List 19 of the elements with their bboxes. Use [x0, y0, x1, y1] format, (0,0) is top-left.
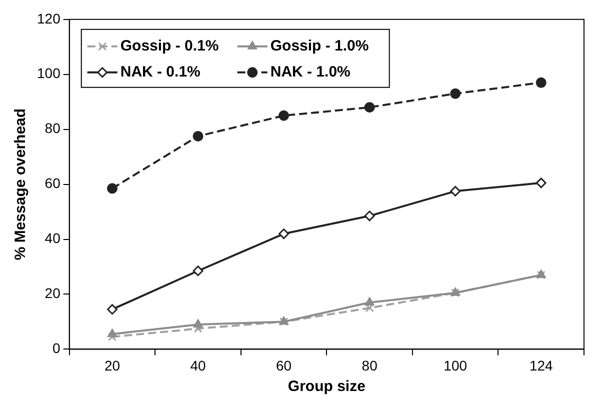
y-tick-label: 60 — [44, 175, 61, 192]
y-tick-label: 100 — [37, 65, 61, 82]
x-tick-label: 80 — [362, 357, 378, 374]
x-tick-label: 60 — [276, 357, 292, 374]
y-tick-label: 120 — [37, 10, 61, 26]
x-tick-label: 40 — [190, 357, 206, 374]
legend-label: Gossip - 1.0% — [270, 38, 369, 55]
x-tick-label: 100 — [444, 357, 468, 374]
x-axis-title: Group size — [288, 378, 366, 396]
y-tick-label: 80 — [44, 120, 61, 136]
y-tick-label: 20 — [44, 285, 61, 302]
y-tick-label: 40 — [44, 230, 61, 246]
legend-label: Gossip - 0.1% — [120, 38, 219, 55]
y-axis-title: % Message overhead — [12, 108, 30, 260]
x-tick-label: 124 — [529, 357, 554, 374]
x-tick-label: 20 — [104, 357, 120, 374]
legend-label: NAK - 1.0% — [270, 64, 350, 81]
legend-label: NAK - 0.1% — [120, 64, 200, 81]
y-tick-label: 0 — [52, 340, 61, 356]
